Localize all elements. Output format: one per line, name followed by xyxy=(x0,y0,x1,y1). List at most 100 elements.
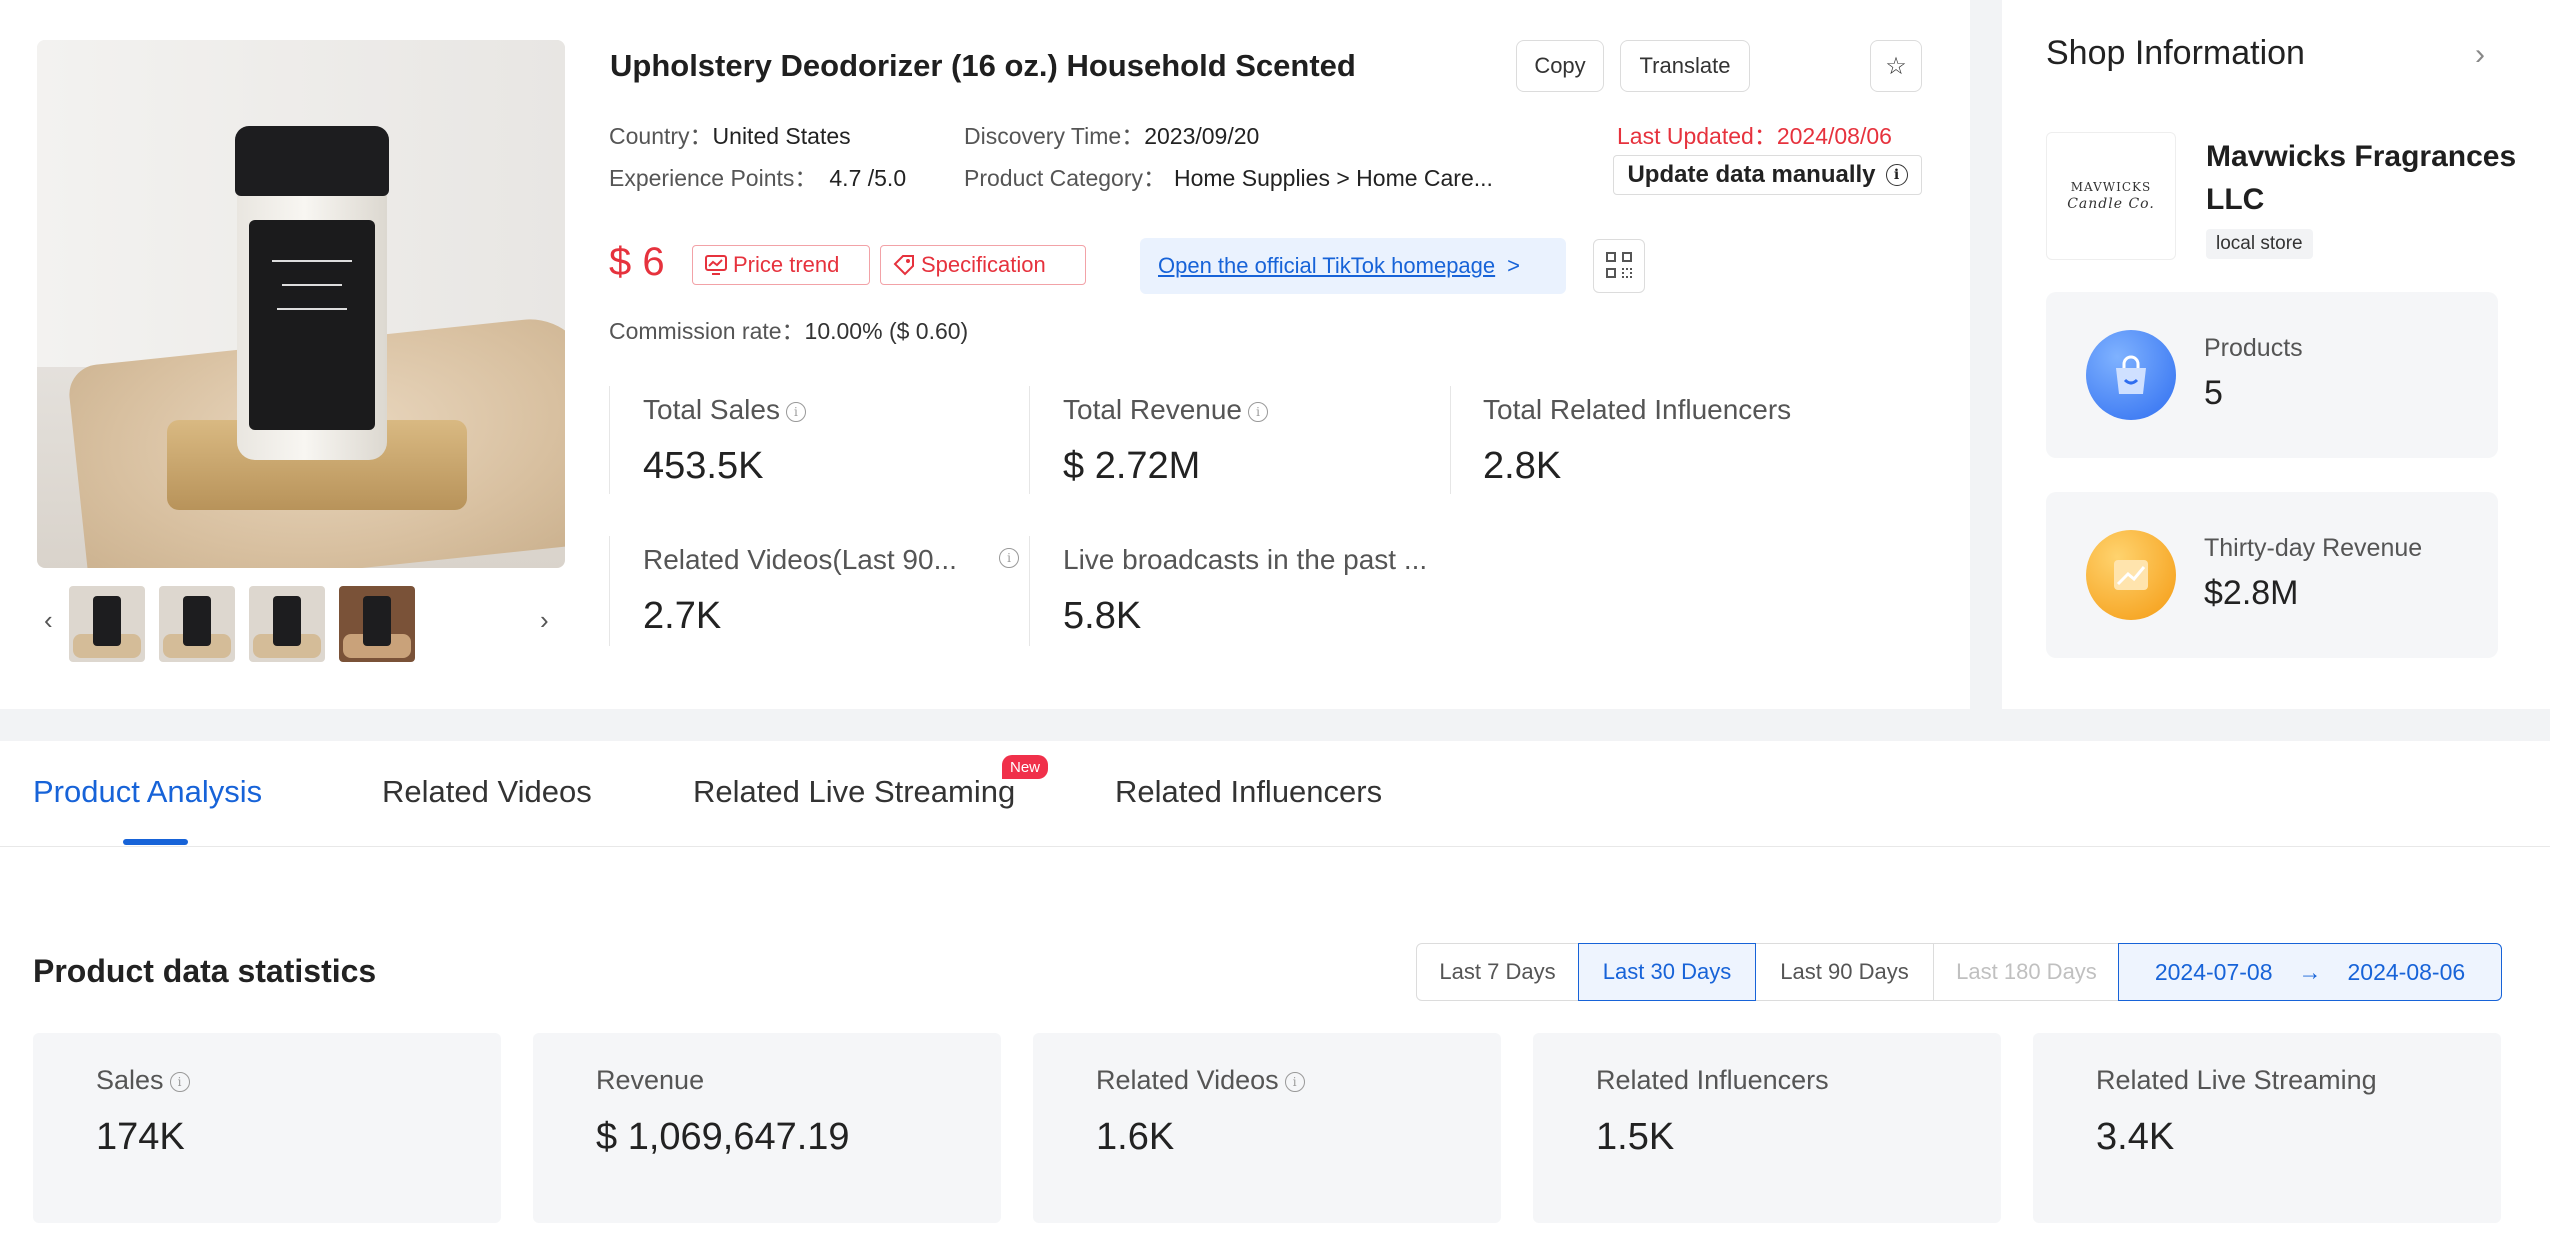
discovery-value: 2023/09/20 xyxy=(1144,123,1260,149)
tab-related-influencers[interactable]: Related Influencers xyxy=(1115,774,1383,809)
discovery-row: Discovery Time：2023/09/20 xyxy=(964,117,1259,151)
total-influencers-value: 2.8K xyxy=(1483,445,1562,487)
info-icon: i xyxy=(1284,1072,1305,1092)
info-icon: i xyxy=(999,548,1019,568)
date-range-selector: Last 7 Days Last 30 Days Last 90 Days La… xyxy=(1416,943,2120,1001)
last-updated-value: 2024/08/06 xyxy=(1776,123,1892,149)
stat-card-related-videos: Related Videos i 1.6K xyxy=(1033,1033,1501,1223)
stat-card-value: 174K xyxy=(96,1116,185,1158)
custom-date-range[interactable]: 2024-07-08 → 2024-08-06 xyxy=(2118,943,2502,1001)
stat-card-related-influencers: Related Influencers 1.5K xyxy=(1533,1033,2001,1223)
shopping-bag-icon xyxy=(2086,330,2176,420)
thumbnail-1[interactable] xyxy=(69,586,145,662)
stat-card-revenue: Revenue $ 1,069,647.19 xyxy=(533,1033,1001,1223)
divider xyxy=(1029,536,1030,646)
chevron-right-icon: > xyxy=(1507,253,1520,278)
product-price: $ 6 xyxy=(609,240,665,284)
country-key: Country： xyxy=(609,123,713,149)
commission-row: Commission rate：10.00% ($ 0.60) xyxy=(609,312,968,346)
tab-related-videos[interactable]: Related Videos xyxy=(382,774,592,809)
live-broadcasts-value: 5.8K xyxy=(1063,595,1142,637)
chart-icon xyxy=(705,255,727,275)
tag-icon xyxy=(893,255,914,276)
specification-label: Specification xyxy=(921,252,1046,277)
total-influencers-label: Total Related Influencers xyxy=(1483,394,1792,425)
price-trend-button[interactable]: Price trend xyxy=(692,245,870,285)
stat-card-related-live-streaming: Related Live Streaming 3.4K xyxy=(2033,1033,2501,1223)
shop-type-badge: local store xyxy=(2206,229,2313,259)
active-tab-indicator xyxy=(123,839,188,845)
thumbnail-next-icon[interactable]: › xyxy=(540,605,549,635)
chevron-right-icon[interactable]: › xyxy=(2475,38,2485,71)
live-broadcasts-label: Live broadcasts in the past ... xyxy=(1063,544,1428,575)
country-value: United States xyxy=(712,123,851,149)
total-revenue-value: $ 2.72M xyxy=(1063,445,1201,487)
revenue-label: Thirty-day Revenue xyxy=(2204,534,2423,562)
specification-button[interactable]: Specification xyxy=(880,245,1086,285)
shop-logo[interactable]: MAVWICKS Candle Co. xyxy=(2046,132,2176,260)
stat-card-label: Sales i xyxy=(96,1065,190,1096)
favorite-star-icon[interactable]: ☆ xyxy=(1870,40,1922,92)
stat-card-sales: Sales i 174K xyxy=(33,1033,501,1223)
products-value: 5 xyxy=(2204,374,2223,412)
arrow-right-icon: → xyxy=(2298,958,2322,985)
revenue-value: $2.8M xyxy=(2204,574,2299,612)
new-badge: New xyxy=(1002,755,1049,779)
stat-card-value: 3.4K xyxy=(2096,1116,2175,1158)
thumbnail-4[interactable] xyxy=(339,586,415,662)
divider xyxy=(1450,386,1451,494)
info-icon: i xyxy=(1248,402,1269,422)
discovery-key: Discovery Time： xyxy=(964,123,1145,149)
product-title: Upholstery Deodorizer (16 oz.) Household… xyxy=(610,48,1356,83)
related-videos-90-label: Related Videos(Last 90... xyxy=(643,544,957,575)
shop-logo-text: MAVWICKS xyxy=(2070,180,2152,194)
related-videos-90-value: 2.7K xyxy=(643,595,722,637)
tab-related-live-streaming[interactable]: Related Live Streaming xyxy=(693,774,1016,809)
total-revenue-label: Total Revenue i xyxy=(1063,394,1269,426)
category-row: Product Category： Home Supplies > Home Ca… xyxy=(964,159,1493,193)
thumbnail-2[interactable] xyxy=(159,586,235,662)
product-stats-section: Product data statistics Last 7 Days Last… xyxy=(0,847,2550,1234)
range-90-days-button[interactable]: Last 90 Days xyxy=(1755,943,1934,1001)
stat-card-value: $ 1,069,647.19 xyxy=(596,1116,850,1158)
stat-card-value: 1.6K xyxy=(1096,1116,1175,1158)
qr-code-icon[interactable] xyxy=(1593,239,1645,293)
range-180-days-button[interactable]: Last 180 Days xyxy=(1933,943,2120,1001)
divider xyxy=(1029,386,1030,494)
experience-key: Experience Points： xyxy=(609,165,818,191)
info-icon: i xyxy=(785,402,806,422)
image-jar-lid xyxy=(235,126,389,196)
shop-info-title: Shop Information xyxy=(2046,34,2305,72)
stat-card-label: Related Influencers xyxy=(1596,1065,1829,1095)
stat-card-label: Revenue xyxy=(596,1065,705,1095)
translate-button[interactable]: Translate xyxy=(1620,40,1750,92)
update-data-button[interactable]: Update data manually i xyxy=(1613,155,1922,195)
commission-key: Commission rate： xyxy=(609,318,805,344)
tiktok-link-label: Open the official TikTok homepage xyxy=(1158,253,1496,278)
revenue-chart-icon xyxy=(2086,530,2176,620)
commission-value: 10.00% ($ 0.60) xyxy=(804,318,969,344)
last-updated-row: Last Updated：2024/08/06 xyxy=(1617,117,1892,151)
range-30-days-button[interactable]: Last 30 Days xyxy=(1578,943,1756,1001)
shop-name[interactable]: Mavwicks Fragrances LLC xyxy=(2206,140,2517,216)
copy-button[interactable]: Copy xyxy=(1516,40,1604,92)
total-sales-label: Total Sales i xyxy=(643,394,806,426)
divider xyxy=(609,386,610,494)
tiktok-homepage-link[interactable]: Open the official TikTok homepage > xyxy=(1140,238,1566,294)
products-label: Products xyxy=(2204,334,2303,362)
thumbnail-prev-icon[interactable]: ‹ xyxy=(44,605,53,635)
experience-value: 4.7 /5.0 xyxy=(829,165,907,191)
country-row: Country：United States xyxy=(609,117,851,151)
thumbnail-3[interactable] xyxy=(249,586,325,662)
stat-card-label: Related Live Streaming xyxy=(2096,1065,2377,1095)
category-key: Product Category： xyxy=(964,165,1166,191)
tabs-bar: Product Analysis Related Videos Related … xyxy=(0,741,2550,847)
price-trend-label: Price trend xyxy=(733,252,840,277)
category-value[interactable]: Home Supplies > Home Care... xyxy=(1173,165,1493,191)
image-jar-label xyxy=(249,220,375,430)
product-main-image[interactable] xyxy=(37,40,565,568)
tab-product-analysis[interactable]: Product Analysis xyxy=(33,774,263,809)
shop-products-tile: Products 5 xyxy=(2046,292,2498,458)
range-7-days-button[interactable]: Last 7 Days xyxy=(1416,943,1579,1001)
date-to: 2024-08-06 xyxy=(2347,958,2466,985)
